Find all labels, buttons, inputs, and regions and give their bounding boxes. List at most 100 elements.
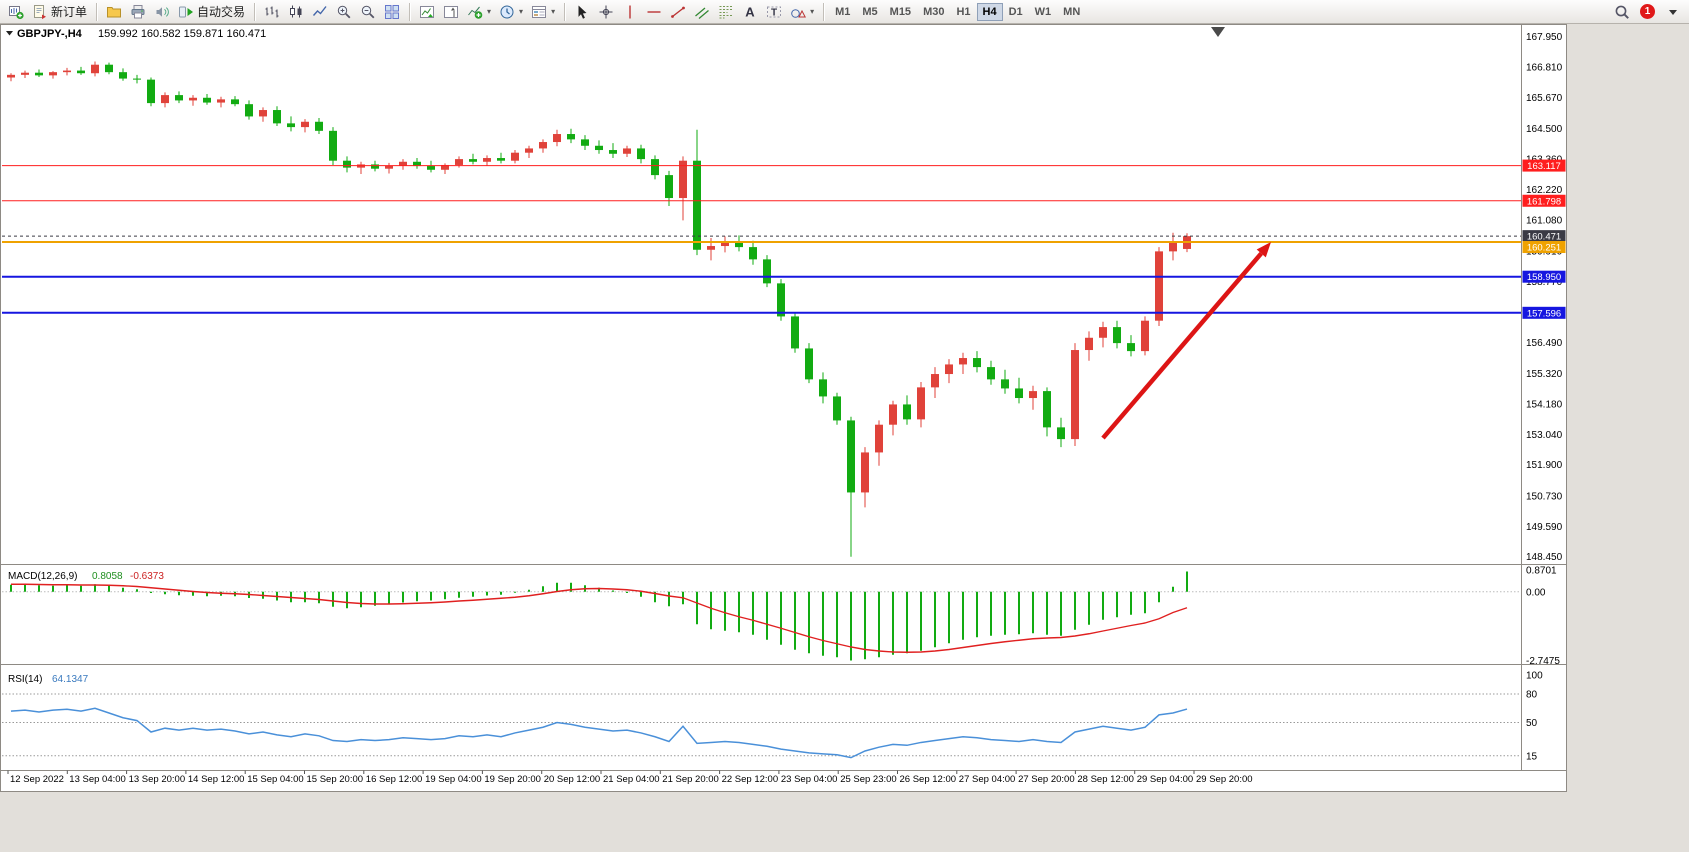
vline-icon [629, 5, 631, 18]
chartshift-icon [444, 5, 459, 18]
indicators-button[interactable]: ▾ [463, 0, 495, 23]
ohlc-readout: 159.992 160.582 159.871 160.471 [98, 28, 266, 40]
macd-scale-label: -2.7475 [1526, 656, 1560, 667]
tf-m5-label: M5 [862, 5, 878, 18]
tf-h1-label: H1 [956, 5, 971, 18]
tf-w1-label: W1 [1034, 5, 1052, 18]
tf-h1[interactable]: H1 [950, 3, 976, 21]
svg-text:156.490: 156.490 [1526, 338, 1563, 349]
trend-arrow[interactable] [1101, 242, 1271, 440]
toolbar-separator [409, 2, 411, 21]
toolbar: 新订单 自动交易 ▾ ▾ ▾ A T ▾ M1 M5 M15 M30 H1 H4 D1 W1 MN 1 [0, 0, 1689, 24]
time-axis-label: 29 Sep 04:00 [1137, 774, 1194, 785]
time-axis[interactable]: 12 Sep 2022 13 Sep 04:00 13 Sep 20:00 14 Se… [7, 770, 1253, 786]
time-axis-label: 29 Sep 20:00 [1196, 774, 1253, 785]
templates-button[interactable]: ▾ [527, 0, 559, 23]
notification-badge[interactable]: 1 [1640, 4, 1655, 19]
time-axis-label: 16 Sep 12:00 [366, 774, 423, 785]
tf-m5[interactable]: M5 [856, 3, 883, 21]
crosshair-tool[interactable] [594, 0, 618, 23]
svg-text:-0.6373: -0.6373 [130, 571, 164, 582]
zoom-out-button[interactable] [356, 0, 380, 23]
time-axis-label: 23 Sep 04:00 [781, 774, 838, 785]
autotrading-button-label: 自动交易 [197, 5, 246, 19]
tf-h4[interactable]: H4 [976, 2, 1003, 21]
dropdown-caret-icon: ▾ [551, 7, 556, 16]
macd-scale-label: 0.00 [1526, 587, 1546, 598]
texta-icon: A [745, 4, 755, 19]
shapes-tool[interactable]: ▾ [786, 0, 818, 23]
fibo-icon [719, 5, 733, 18]
label-tool[interactable]: T [762, 0, 786, 23]
time-axis-label: 13 Sep 20:00 [129, 774, 186, 785]
svg-text:153.040: 153.040 [1526, 430, 1563, 441]
trendline-tool[interactable] [666, 0, 690, 23]
tf-m30[interactable]: M30 [917, 3, 950, 21]
svg-text:155.320: 155.320 [1526, 369, 1563, 380]
svg-text:64.1347: 64.1347 [52, 674, 89, 685]
hline-icon [647, 10, 661, 13]
profiles-button[interactable] [102, 0, 126, 23]
chart-shift-button[interactable] [439, 0, 463, 23]
svg-text:149.590: 149.590 [1526, 522, 1563, 533]
new-order-button[interactable]: 新订单 [28, 0, 91, 23]
toolbar-separator [254, 2, 256, 21]
time-axis-label: 25 Sep 23:00 [840, 774, 897, 785]
tf-m30-label: M30 [923, 5, 945, 18]
zoomout-icon [361, 5, 375, 18]
zoom-in-button[interactable] [332, 0, 356, 23]
time-axis-label: 21 Sep 04:00 [603, 774, 660, 785]
indicators-icon [468, 6, 483, 19]
folder-icon [107, 6, 122, 17]
fibonacci-tool[interactable] [714, 0, 738, 23]
svg-text:148.450: 148.450 [1526, 552, 1563, 563]
chart-window-bg [0, 24, 1567, 792]
time-axis-label: 13 Sep 04:00 [69, 774, 126, 785]
trendline-icon [671, 6, 685, 18]
tf-d1[interactable]: D1 [1003, 3, 1029, 21]
channel-tool[interactable] [690, 0, 714, 23]
bars-chart-button[interactable] [260, 0, 284, 23]
line-chart-button[interactable] [308, 0, 332, 23]
new-chart-button[interactable] [4, 0, 28, 23]
candlestick-chart-button[interactable] [284, 0, 308, 23]
print-button[interactable] [126, 0, 150, 23]
rsi-scale-label: 50 [1526, 718, 1538, 729]
neworder-icon [34, 4, 46, 19]
svg-text:0.8058: 0.8058 [92, 571, 123, 582]
tf-m1[interactable]: M1 [829, 3, 856, 21]
printer-icon [131, 4, 145, 18]
auto-scroll-button[interactable] [415, 0, 439, 23]
toolbar-separator [96, 2, 98, 21]
toolbar-overflow-button[interactable] [1661, 0, 1685, 23]
macd-scale-label: 0.8701 [1526, 565, 1557, 576]
chart-title: GBPJPY-,H4 159.992 160.582 159.871 160.47… [6, 28, 266, 40]
tf-m1-label: M1 [835, 5, 851, 18]
price-badge-163.117: 163.117 [1522, 159, 1566, 172]
svg-text:160.471: 160.471 [1527, 232, 1561, 243]
horizontal-line-tool[interactable] [642, 0, 666, 23]
svg-text:157.596: 157.596 [1527, 308, 1561, 319]
svg-text:A: A [745, 4, 755, 19]
tf-w1[interactable]: W1 [1029, 3, 1058, 21]
search-button[interactable] [1610, 0, 1634, 23]
vertical-line-tool[interactable] [618, 0, 642, 23]
zoomin-icon [337, 5, 351, 18]
alerts-button[interactable] [150, 0, 174, 23]
autotrading-button[interactable]: 自动交易 [174, 0, 249, 23]
periods-button[interactable]: ▾ [495, 0, 527, 23]
price-badge-160.471: 160.471 [1522, 230, 1566, 243]
channel-icon [695, 7, 709, 19]
tile-windows-button[interactable] [380, 0, 404, 23]
cursor-tool[interactable] [570, 0, 594, 23]
text-tool[interactable]: A [738, 0, 762, 23]
chart-menu-icon[interactable] [6, 31, 13, 36]
macd-signal-line [11, 583, 1188, 653]
tf-m15[interactable]: M15 [884, 3, 917, 21]
chart-shift-marker[interactable] [1211, 27, 1225, 37]
rsi-scale-label: 100 [1526, 671, 1543, 682]
dropdown-caret-icon: ▾ [487, 7, 492, 16]
tf-mn[interactable]: MN [1057, 3, 1086, 21]
macd-label: MACD(12,26,9) 0.8058 -0.6373 [8, 571, 164, 582]
